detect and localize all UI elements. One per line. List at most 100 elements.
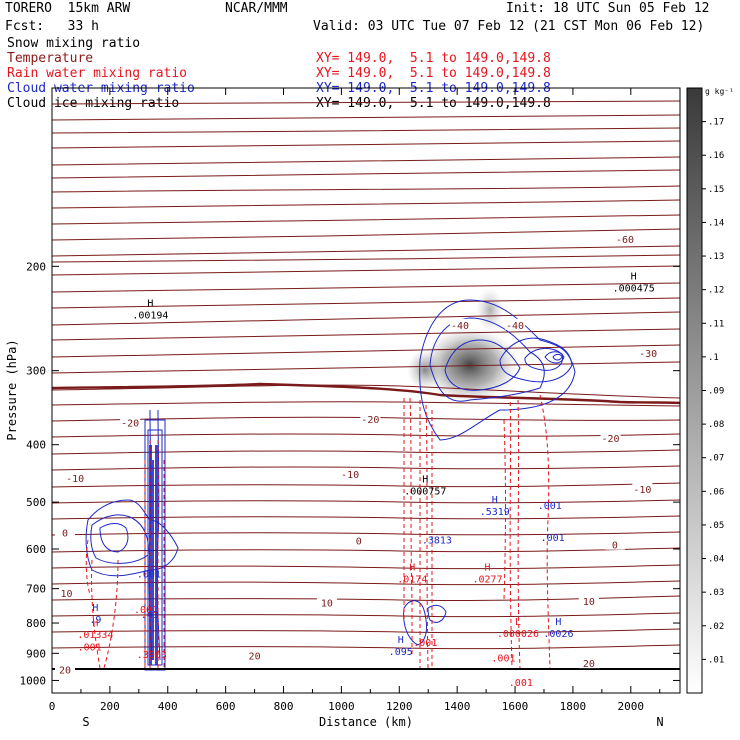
- temperature-contour-label: -20: [121, 419, 139, 430]
- extremum-value-label: .000757: [404, 487, 446, 498]
- snow-shading: [422, 327, 518, 403]
- extremum-value-label: .001: [78, 643, 102, 654]
- init-time: Init: 18 UTC Sun 05 Feb 12: [506, 1, 710, 16]
- temperature-contour-label: 0: [62, 529, 68, 540]
- temperature-contour-label: 0: [612, 541, 618, 552]
- contour-label-mask: [360, 413, 381, 425]
- colorbar-tick-label: .05: [708, 521, 724, 531]
- x-tick-label: 1800: [560, 700, 587, 713]
- x-tick-label: 400: [158, 700, 178, 713]
- temperature-contour-label: 10: [321, 598, 333, 609]
- contour-label-mask: [638, 346, 659, 358]
- contour-label-mask: [505, 318, 526, 330]
- x-axis: 0 200 400 600 800 1000 1200 1400 1600 1800 2000: [49, 88, 661, 713]
- org-label: NCAR/MMM: [225, 1, 288, 16]
- x-end-label: N: [656, 715, 663, 729]
- colorbar-tick-label: .12: [708, 286, 724, 296]
- temperature-contour-label: 20: [59, 665, 71, 676]
- extremum-value-label: .43: [141, 610, 159, 621]
- field-name-rain: Rain water mixing ratio: [7, 66, 188, 81]
- temperature-contour-label: -20: [602, 434, 620, 445]
- field-xy-temperature: XY= 149.0, 5.1 to 149.0,149.8: [316, 51, 551, 66]
- temperature-contour-label: 20: [249, 651, 261, 662]
- extremum-value-label: .3813: [422, 535, 452, 546]
- temperature-contour-label: 0: [356, 536, 362, 547]
- contour-label-mask: [604, 538, 625, 550]
- temperature-contour-label: -60: [616, 235, 634, 246]
- x-tick-label: 1000: [328, 700, 355, 713]
- extremum-value-label: .0026: [543, 629, 573, 640]
- contour-label-mask: [316, 596, 337, 608]
- colorbar-tick-label: .16: [708, 151, 724, 161]
- y-tick-label: 400: [26, 439, 46, 452]
- x-tick-label: 1400: [444, 700, 471, 713]
- colorbar-tick-label: .09: [708, 387, 724, 397]
- x-tick-label: 200: [100, 700, 120, 713]
- y-tick-label: 600: [26, 543, 46, 556]
- x-tick-label: 1200: [386, 700, 413, 713]
- extremum-marker: H: [398, 635, 404, 646]
- temperature-contour-label: 20: [583, 659, 595, 670]
- colorbar-tick-label: .06: [708, 487, 724, 497]
- extremum-marker: H: [92, 618, 98, 629]
- contour-label-mask: [120, 416, 141, 428]
- x-tick-label: 2000: [618, 700, 645, 713]
- y-tick-label: 700: [26, 583, 46, 596]
- temperature-contour-label: -10: [66, 474, 84, 485]
- y-tick-label: 900: [26, 647, 46, 660]
- colorbar-tick-label: .07: [708, 454, 724, 464]
- temperature-contour-label: 10: [60, 589, 72, 600]
- snow-shading: [407, 350, 443, 390]
- contour-label-mask: [244, 649, 265, 661]
- contour-label-mask: [56, 587, 77, 599]
- extremum-value-label: .3903: [137, 650, 167, 661]
- extremum-marker: H: [485, 562, 491, 573]
- colorbar-tick-label: .13: [708, 252, 724, 262]
- temperature-contour-label: -10: [341, 470, 359, 481]
- extremum-value-label: .000026: [497, 629, 539, 640]
- temperature-contour-label: -40: [451, 321, 469, 332]
- plot-area: -60 -40 -40 -30 -20 -20 -20 -10 -10 -10 0 0 0 10 10 10 2…: [52, 100, 680, 689]
- colorbar-tick-label: .1: [708, 353, 719, 363]
- field-xy-cloud-ice: XY= 149.0, 5.1 to 149.0,149.8: [316, 96, 551, 111]
- temperature-contour-label: -40: [506, 321, 524, 332]
- contour-label-mask: [632, 482, 653, 494]
- y-tick-label: 800: [26, 617, 46, 630]
- extremum-value-label: .001: [509, 678, 533, 689]
- contour-label-mask: [55, 663, 76, 675]
- x-tick-label: 600: [216, 700, 236, 713]
- extremum-value-label: .001: [137, 570, 161, 581]
- contour-label-mask: [578, 657, 599, 669]
- valid-time: Valid: 03 UTC Tue 07 Feb 12 (21 CST Mon …: [313, 19, 705, 34]
- contour-label-mask: [600, 432, 621, 444]
- extremum-marker: H: [422, 475, 428, 486]
- model-title: TORERO 15km ARW: [5, 1, 131, 16]
- colorbar-tick-label: .14: [708, 218, 724, 228]
- extremum-value-label: .5319: [480, 507, 510, 518]
- y-tick-label: 300: [26, 365, 46, 378]
- colorbar-tick-label: .17: [708, 118, 724, 128]
- colorbar-tick-label: .01: [708, 655, 724, 665]
- contour-label-mask: [65, 471, 86, 483]
- colorbar-tick-label: .11: [708, 319, 724, 329]
- extremum-value-label: .001: [491, 653, 515, 664]
- temperature-contours: [52, 100, 680, 650]
- colorbar-tick-label: .15: [708, 185, 724, 195]
- field-name-snow: Snow mixing ratio: [7, 36, 141, 51]
- extremum-value-label: .0174: [397, 574, 427, 585]
- extremum-value-label: .001: [541, 533, 565, 544]
- x-tick-label: 0: [49, 700, 56, 713]
- temperature-contour-label: -10: [633, 485, 651, 496]
- extremum-value-label: .000475: [613, 284, 655, 295]
- temperature-contour-label: 10: [583, 597, 595, 608]
- extremum-marker: H: [492, 495, 498, 506]
- extremum-marker: L: [515, 617, 521, 628]
- extremum-value-label: .9: [89, 615, 101, 626]
- colorbar-tick-label: .04: [708, 555, 724, 565]
- contour-label-mask: [340, 467, 361, 479]
- contour-label-mask: [615, 233, 636, 245]
- extremum-value-label: .001: [413, 638, 437, 649]
- extremum-marker: H: [92, 603, 98, 614]
